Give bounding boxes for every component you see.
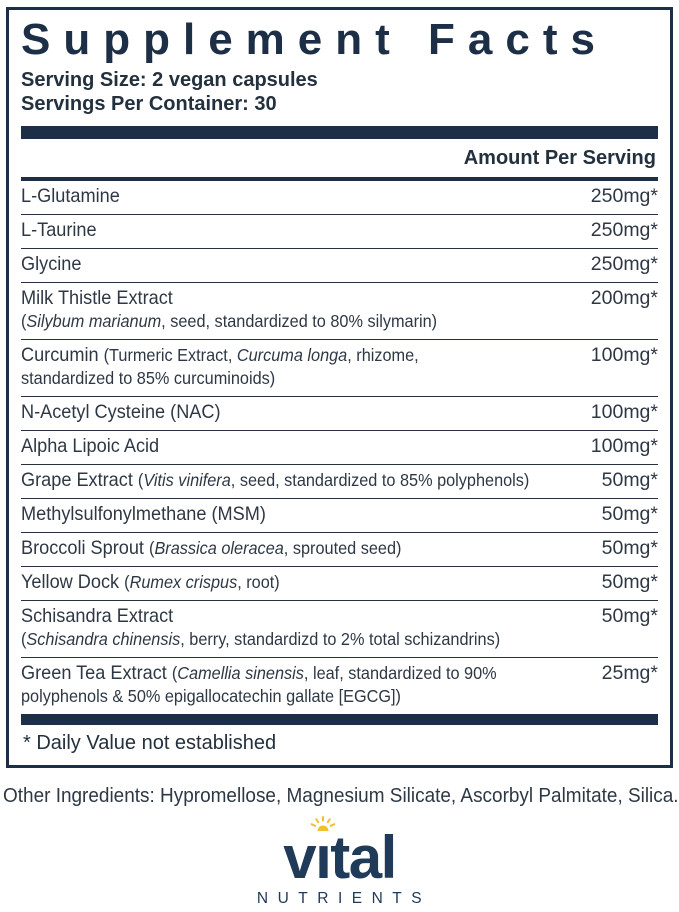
brand-letter-i: ı	[310, 816, 336, 889]
table-row: Glycine 250mg*	[21, 249, 658, 284]
ingredient-name: Schisandra Extract (Schisandra chinensis,…	[21, 605, 501, 650]
ingredient-name: Green Tea Extract (Camellia sinensis, le…	[21, 662, 497, 707]
serving-size: Serving Size: 2 vegan capsules	[21, 69, 318, 92]
table-row: Milk Thistle Extract (Silybum marianum, s…	[21, 283, 658, 341]
sun-icon	[310, 816, 336, 831]
ingredient-amount: 100mg*	[590, 401, 658, 424]
ingredient-name: Alpha Lipoic Acid	[21, 435, 160, 458]
table-row: Grape Extract (Vitis vinifera, seed, sta…	[21, 465, 658, 500]
brand-logo: v ıtal NUTRIENTS	[0, 816, 679, 908]
ingredient-amount: 200mg*	[590, 287, 658, 310]
ingredient-name: Glycine	[21, 253, 82, 276]
other-ingredients: Other Ingredients: Hypromellose, Magnesi…	[3, 784, 679, 807]
ingredient-amount: 250mg*	[590, 219, 658, 242]
divider-thick-top	[21, 126, 658, 140]
panel-title: Supplement Facts	[21, 15, 608, 64]
ingredient-amount: 250mg*	[590, 253, 658, 276]
amount-per-serving-header: Amount Per Serving	[21, 139, 658, 182]
ingredient-amount: 50mg*	[601, 605, 658, 628]
supplement-facts-panel: Supplement Facts Serving Size: 2 vegan c…	[6, 7, 673, 769]
brand-letters-post: tal	[330, 824, 397, 891]
brand-letter-pre: v	[283, 824, 316, 891]
divider-thick-bottom	[21, 714, 658, 726]
ingredient-amount: 50mg*	[601, 503, 658, 526]
table-row: Alpha Lipoic Acid 100mg*	[21, 431, 658, 466]
ingredient-name: Yellow Dock (Rumex crispus, root)	[21, 571, 280, 594]
table-row: Curcumin (Turmeric Extract, Curcuma long…	[21, 340, 658, 398]
table-row: Yellow Dock (Rumex crispus, root) 50mg*	[21, 567, 658, 602]
table-row: Methylsulfonylmethane (MSM) 50mg*	[21, 499, 658, 534]
ingredient-name: L-Glutamine	[21, 185, 120, 208]
ingredient-name: Milk Thistle Extract (Silybum marianum, s…	[21, 287, 438, 332]
ingredient-amount: 50mg*	[601, 571, 658, 594]
ingredient-name: Broccoli Sprout (Brassica oleracea, spro…	[21, 537, 402, 560]
ingredient-name: Grape Extract (Vitis vinifera, seed, sta…	[21, 469, 530, 492]
daily-value-footnote: * Daily Value not established	[23, 732, 277, 755]
table-row: N-Acetyl Cysteine (NAC) 100mg*	[21, 397, 658, 432]
servings-per-container: Servings Per Container: 30	[21, 93, 277, 116]
brand-wordmark: v ıtal	[0, 816, 679, 891]
brand-subtext: NUTRIENTS	[256, 890, 432, 907]
ingredient-amount: 50mg*	[601, 469, 658, 492]
ingredient-amount: 25mg*	[601, 662, 658, 685]
table-row: Broccoli Sprout (Brassica oleracea, spro…	[21, 533, 658, 568]
table-row: Green Tea Extract (Camellia sinensis, le…	[21, 658, 658, 714]
table-row: L-Taurine 250mg*	[21, 215, 658, 250]
ingredient-amount: 100mg*	[590, 344, 658, 367]
ingredient-name: Methylsulfonylmethane (MSM)	[21, 503, 266, 526]
ingredient-amount: 250mg*	[590, 185, 658, 208]
facts-rows: L-Glutamine 250mg* L-Taurine 250mg* Glycine 2…	[21, 181, 658, 714]
ingredient-name: N-Acetyl Cysteine (NAC)	[21, 401, 221, 424]
table-row: L-Glutamine 250mg*	[21, 181, 658, 216]
ingredient-name: L-Taurine	[21, 219, 97, 242]
ingredient-amount: 100mg*	[590, 435, 658, 458]
ingredient-amount: 50mg*	[601, 537, 658, 560]
ingredient-name: Curcumin (Turmeric Extract, Curcuma long…	[21, 344, 419, 389]
table-row: Schisandra Extract (Schisandra chinensis,…	[21, 601, 658, 659]
